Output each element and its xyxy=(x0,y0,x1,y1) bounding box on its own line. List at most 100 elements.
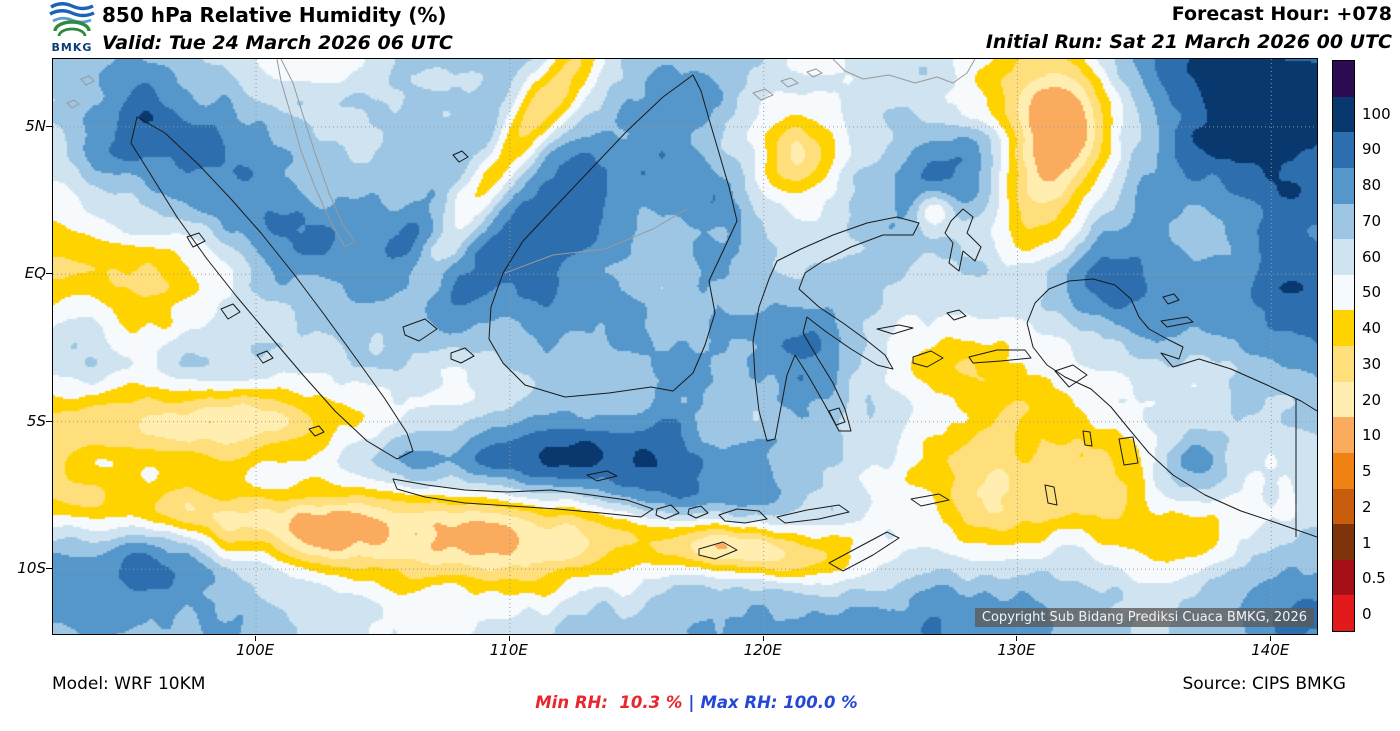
y-axis-label: 10S xyxy=(17,559,46,578)
y-axis-tick xyxy=(46,125,52,127)
foreign-coastline xyxy=(276,59,356,248)
coastline xyxy=(1044,484,1058,506)
y-axis-tick xyxy=(46,273,52,275)
y-axis-tick xyxy=(46,420,52,422)
colorbar-segment xyxy=(1333,310,1354,346)
colorbar-segment xyxy=(1333,452,1354,489)
colorbar-segment xyxy=(1333,488,1354,525)
colorbar-segment xyxy=(1333,96,1354,133)
colorbar-tick-label: 60 xyxy=(1362,247,1382,266)
colorbar-tick-label: 40 xyxy=(1362,319,1382,338)
colorbar-segment xyxy=(1333,381,1354,418)
coastline xyxy=(220,303,241,320)
coastline xyxy=(876,324,914,335)
colorbar-segment xyxy=(1333,132,1354,168)
coastline xyxy=(1054,364,1088,388)
foreign-coastline xyxy=(504,208,688,274)
model-label: Model: WRF 10KM xyxy=(52,674,206,694)
coastline xyxy=(186,232,206,248)
coastline xyxy=(130,116,414,460)
coastline xyxy=(308,425,325,437)
y-axis-label: 5S xyxy=(26,411,46,430)
max-rh-label: Max RH: 100.0 % xyxy=(700,693,858,712)
forecast-hour-label: Forecast Hour: +078 xyxy=(1171,3,1392,25)
coastline xyxy=(256,350,274,364)
colorbar-tick-label: 50 xyxy=(1362,283,1382,302)
coastline xyxy=(1118,436,1139,466)
colorbar-tick-label: 5 xyxy=(1362,462,1372,481)
y-axis-label: EQ xyxy=(24,264,46,283)
x-axis-label: 110E xyxy=(489,641,528,659)
coastline xyxy=(944,208,982,272)
foreign-coastline xyxy=(66,99,80,109)
bmkg-logo: BMKG xyxy=(44,0,100,54)
x-axis-label: 130E xyxy=(997,641,1036,659)
coastline xyxy=(1160,316,1194,328)
coastline xyxy=(392,478,654,518)
coastline xyxy=(1082,430,1093,447)
colorbar-segment xyxy=(1333,559,1354,596)
map-overlay xyxy=(53,59,1317,634)
colorbar-segment xyxy=(1333,61,1354,97)
coastline xyxy=(698,541,738,560)
x-axis-label: 140E xyxy=(1251,641,1290,659)
bmkg-logo-icon xyxy=(49,2,95,37)
initial-run-label: Initial Run: Sat 21 March 2026 00 UTC xyxy=(985,31,1392,53)
coastline xyxy=(946,309,967,321)
x-axis-tick xyxy=(1016,636,1018,641)
copyright-label: Copyright Sub Bidang Prediksi Cuaca BMKG… xyxy=(974,608,1314,627)
colorbar-tick-label: 90 xyxy=(1362,140,1382,159)
coastline xyxy=(828,407,846,426)
minmax-separator: | xyxy=(688,693,695,712)
x-axis-tick xyxy=(1270,636,1272,641)
source-label: Source: CIPS BMKG xyxy=(1182,674,1346,694)
x-axis-label: 100E xyxy=(235,641,275,659)
coastline xyxy=(488,74,738,398)
colorbar-segment xyxy=(1333,274,1354,311)
coastline xyxy=(910,493,950,507)
colorbar-segment xyxy=(1333,167,1354,204)
coastline xyxy=(450,347,475,364)
valid-time-label: Valid: Tue 24 March 2026 06 UTC xyxy=(102,32,453,54)
y-axis-tick xyxy=(46,568,52,570)
colorbar-segment xyxy=(1333,346,1354,382)
coastline xyxy=(402,318,438,342)
colorbar-tick-label: 10 xyxy=(1362,426,1382,445)
colorbar-segment xyxy=(1333,417,1354,453)
x-axis-tick xyxy=(508,636,510,641)
coastline xyxy=(912,350,944,368)
foreign-coastline xyxy=(80,75,95,86)
foreign-coastline xyxy=(832,59,976,84)
coastline xyxy=(968,349,1032,364)
coastline xyxy=(1026,278,1317,412)
y-axis-label: 5N xyxy=(25,116,46,135)
coastline xyxy=(1162,293,1180,305)
foreign-coastline xyxy=(806,68,823,78)
colorbar-segment xyxy=(1333,203,1354,240)
foreign-coastline xyxy=(752,88,774,101)
coastline xyxy=(1026,322,1317,538)
x-axis-tick xyxy=(762,636,764,641)
colorbar-tick-label: 30 xyxy=(1362,354,1382,373)
coastline xyxy=(655,504,680,520)
coastline xyxy=(452,150,469,163)
x-axis-label: 120E xyxy=(743,641,782,659)
coastline xyxy=(776,504,850,524)
coastline xyxy=(828,531,900,572)
colorbar-tick-label: 20 xyxy=(1362,390,1382,409)
colorbar-tick-label: 1 xyxy=(1362,533,1372,552)
map-area: Copyright Sub Bidang Prediksi Cuaca BMKG… xyxy=(52,58,1318,635)
coastline xyxy=(718,508,768,524)
colorbar-segment xyxy=(1333,239,1354,275)
colorbar-tick-label: 100 xyxy=(1362,104,1391,123)
colorbar-tick-label: 0.5 xyxy=(1362,569,1386,588)
coastline xyxy=(752,216,920,442)
colorbar-tick-label: 0 xyxy=(1362,605,1372,624)
run-info-block: Forecast Hour: +078 Initial Run: Sat 21 … xyxy=(986,3,1392,53)
colorbar-tick-label: 70 xyxy=(1362,211,1382,230)
page-title: 850 hPa Relative Humidity (%) xyxy=(102,3,447,27)
bmkg-logo-text: BMKG xyxy=(51,41,93,54)
coastline xyxy=(687,505,709,519)
colorbar-tick-label: 80 xyxy=(1362,176,1382,195)
colorbar xyxy=(1332,60,1355,632)
